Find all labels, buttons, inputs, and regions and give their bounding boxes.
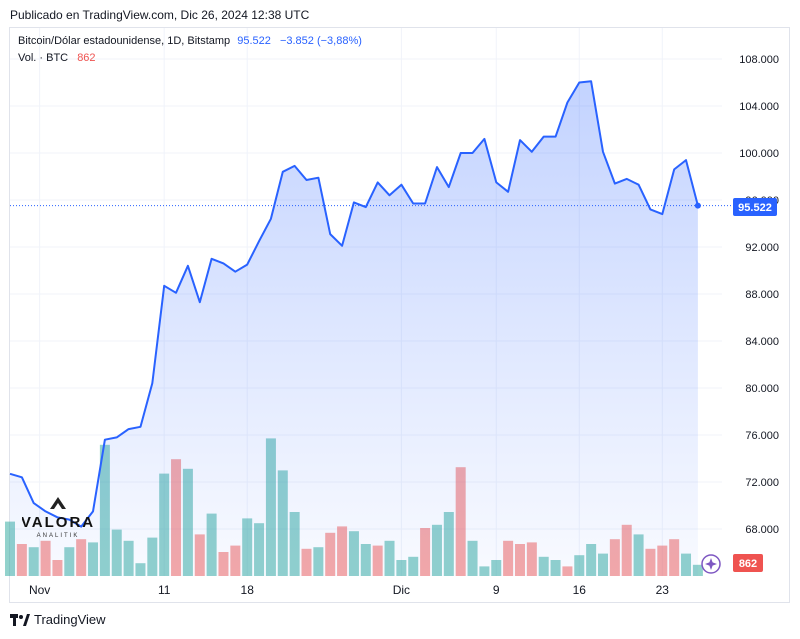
y-tick-label: 84.000 bbox=[745, 336, 779, 348]
chart-frame bbox=[9, 27, 790, 603]
y-tick-label: 68.000 bbox=[745, 524, 779, 536]
price-axis[interactable]: 68.000 72.000 76.000 80.000 84.000 88.000 92.0… bbox=[739, 54, 779, 536]
tradingview-logo-icon bbox=[10, 613, 30, 626]
x-tick-label: 18 bbox=[241, 583, 255, 597]
y-tick-label: 92.000 bbox=[745, 242, 779, 254]
last-price-dot bbox=[694, 202, 701, 209]
volume-tag-label: 862 bbox=[739, 558, 757, 570]
symbol-title: Bitcoin/Dólar estadounidense, 1D, Bitsta… bbox=[18, 35, 231, 47]
y-tick-label: 100.000 bbox=[739, 148, 779, 160]
watermark-name: VALORA bbox=[22, 514, 94, 531]
x-tick-label: Dic bbox=[393, 583, 410, 597]
y-tick-label: 76.000 bbox=[745, 430, 779, 442]
y-tick-label: 104.000 bbox=[739, 101, 779, 113]
watermark-sub: ANALITIK bbox=[37, 533, 80, 539]
price-tag-label: 95.522 bbox=[738, 202, 772, 214]
replay-icon[interactable] bbox=[701, 554, 721, 574]
price-line bbox=[9, 80, 699, 528]
price-change: −3.852 (−3,88%) bbox=[279, 35, 362, 47]
x-tick-label: 16 bbox=[573, 583, 587, 597]
footer-brand[interactable]: TradingView bbox=[10, 612, 106, 627]
symbol-legend[interactable]: Bitcoin/Dólar estadounidense, 1D, Bitsta… bbox=[18, 35, 362, 47]
price-tag: 95.522 bbox=[733, 198, 777, 216]
x-tick-label: 23 bbox=[656, 583, 670, 597]
published-caption: Publicado en TradingView.com, Dic 26, 20… bbox=[10, 8, 310, 22]
valora-watermark-logo: VALORA ANALITIK bbox=[21, 495, 94, 546]
volume-tag: 862 bbox=[733, 554, 763, 572]
x-tick-label: 11 bbox=[158, 583, 171, 597]
volume-legend-value: 862 bbox=[77, 52, 96, 64]
last-price: 95.522 bbox=[237, 35, 271, 47]
x-tick-label: Nov bbox=[29, 583, 50, 597]
time-axis[interactable]: Nov 11 18 Dic 9 16 23 bbox=[29, 583, 669, 597]
y-tick-label: 108.000 bbox=[739, 54, 779, 66]
price-area bbox=[10, 81, 698, 577]
y-tick-label: 72.000 bbox=[745, 477, 779, 489]
y-tick-label: 88.000 bbox=[745, 289, 779, 301]
y-tick-label: 80.000 bbox=[745, 383, 779, 395]
x-tick-label: 9 bbox=[493, 583, 500, 597]
volume-legend-label: Vol. · BTC bbox=[18, 52, 69, 64]
volume-legend[interactable]: Vol. · BTC 862 bbox=[18, 52, 96, 64]
footer-brand-label: TradingView bbox=[34, 612, 106, 627]
